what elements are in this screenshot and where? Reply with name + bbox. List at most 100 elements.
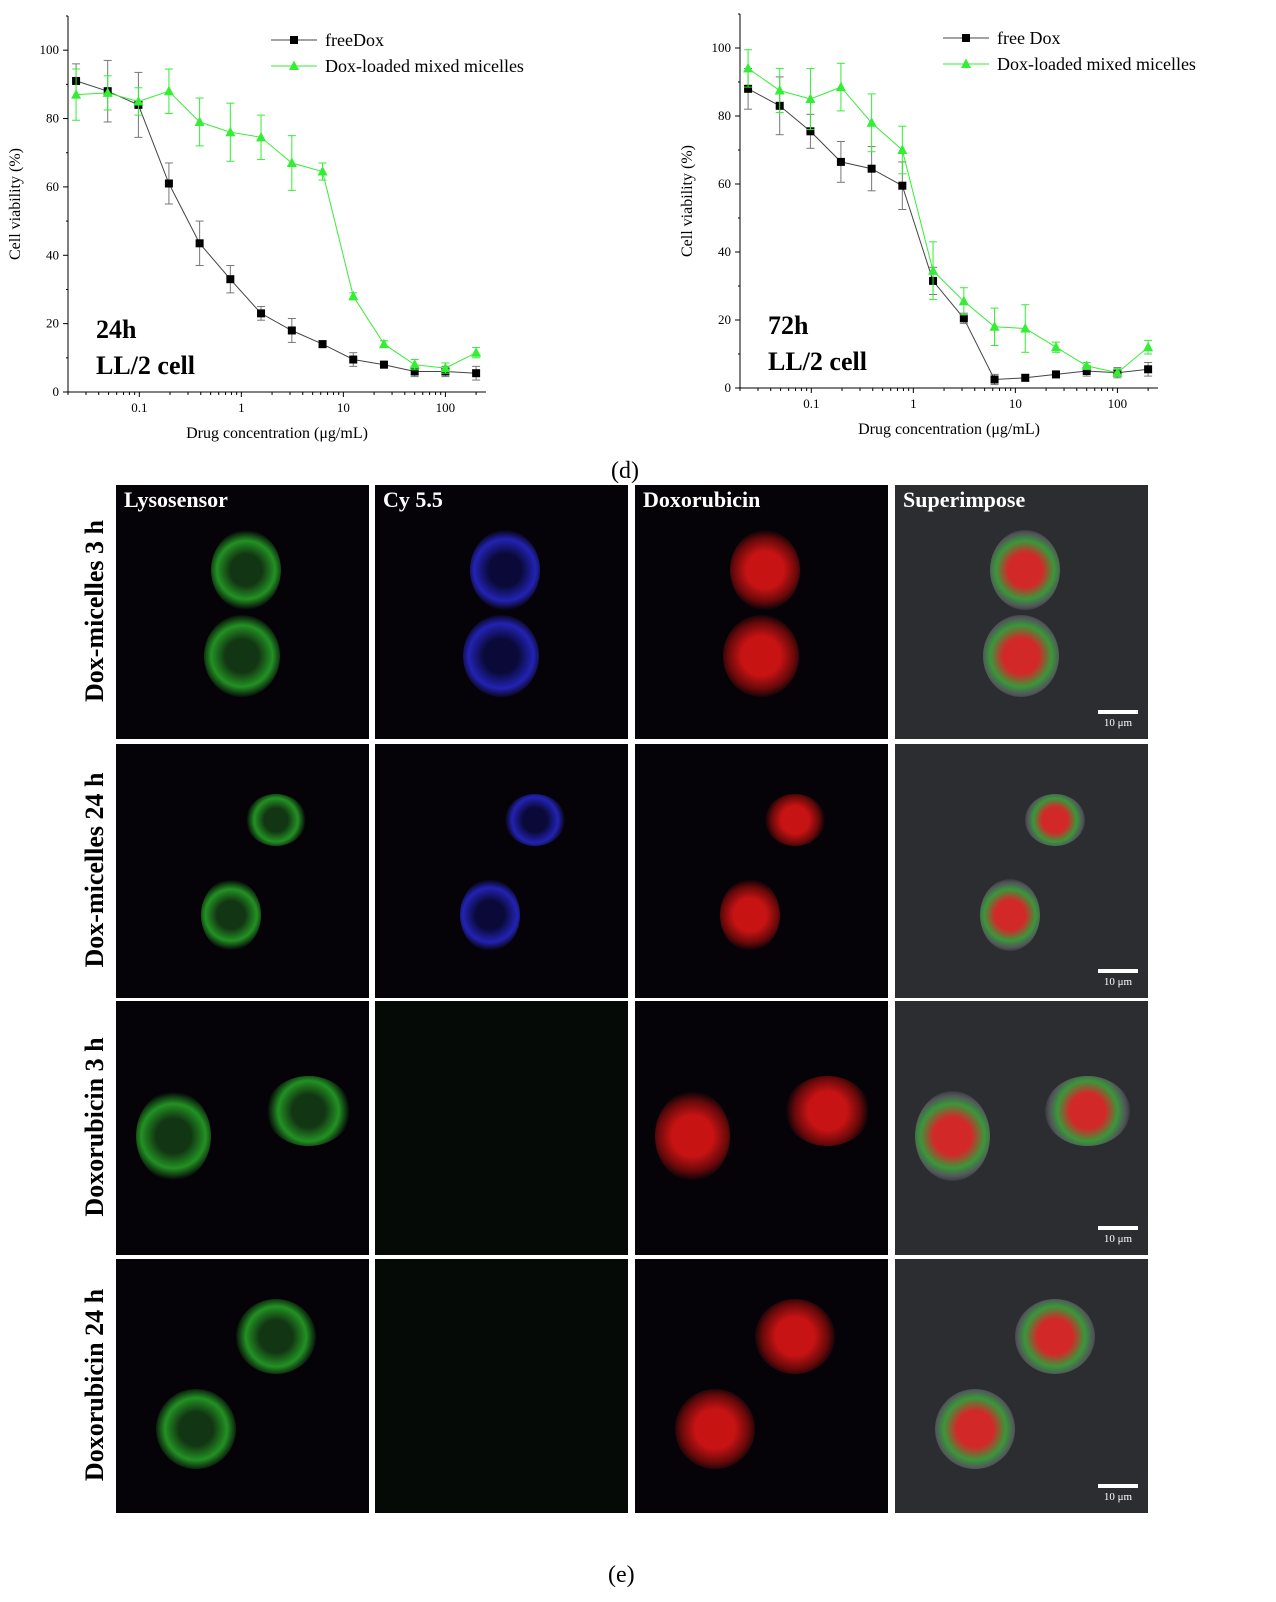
- data-point: [286, 157, 297, 167]
- legend-label: freeDox: [325, 30, 384, 50]
- micrograph-tile: [375, 1001, 628, 1255]
- legend-marker: [290, 36, 298, 44]
- y-axis-title: Cell viability (%): [679, 145, 696, 257]
- scale-bar-label: 10 μm: [1103, 1491, 1133, 1503]
- series-line: [76, 90, 477, 369]
- cell-image: [460, 879, 520, 951]
- x-tick-label: 100: [436, 400, 456, 415]
- data-point: [471, 347, 482, 357]
- panel-caption-e: (e): [608, 1562, 635, 1588]
- y-tick-label: 80: [718, 108, 731, 123]
- micrograph-tile: 10 μm: [895, 1001, 1148, 1255]
- chart-2: 0 20 40 60 80 100 0.1 1 10 100 Drug concentration …: [679, 13, 1196, 438]
- cell-image: [201, 879, 261, 951]
- cell-image: [785, 1076, 870, 1146]
- data-point: [379, 360, 388, 369]
- x-tick-label: 100: [1108, 396, 1128, 411]
- x-tick-label: 10: [337, 400, 350, 415]
- data-point: [805, 93, 816, 103]
- data-point: [1082, 367, 1091, 375]
- x-axis-title: Drug concentration (μg/mL): [858, 421, 1040, 438]
- data-point: [1050, 341, 1061, 352]
- data-point: [774, 85, 785, 95]
- y-tick-label: 20: [46, 316, 59, 331]
- chart-1: 0 20 40 60 80 100 0.1 1 10 100 Drug concentration …: [7, 15, 524, 442]
- cell-image: [463, 615, 539, 697]
- y-tick-label: 40: [718, 244, 731, 259]
- micrograph-tile: [635, 744, 888, 998]
- data-point: [194, 116, 205, 126]
- micrograph-tile: [375, 744, 628, 998]
- y-tick-label: 0: [725, 380, 732, 395]
- legend-label: free Dox: [997, 28, 1060, 48]
- cell-image: [755, 1299, 835, 1374]
- data-point: [225, 126, 236, 137]
- y-tick-label: 100: [40, 42, 60, 57]
- data-point: [989, 321, 1000, 331]
- micrograph-tile: Lysosensor: [116, 485, 369, 739]
- legend-label: Dox-loaded mixed micelles: [997, 54, 1196, 74]
- y-tick-label: 40: [46, 247, 59, 262]
- micrograph-tile: [635, 1001, 888, 1255]
- scale-bar-label: 10 μm: [1103, 717, 1133, 729]
- cell-image: [266, 1076, 351, 1146]
- chart-annotation: LL/2 cell: [768, 347, 867, 376]
- row-label: Doxorubicin 3 h: [80, 1037, 109, 1217]
- data-point: [256, 131, 267, 142]
- data-point: [409, 359, 420, 369]
- cell-image: [935, 1389, 1015, 1469]
- data-point: [133, 95, 144, 106]
- data-point: [410, 367, 419, 376]
- data-point: [806, 127, 815, 136]
- scale-bar: 10 μm: [1098, 1484, 1138, 1503]
- cell-image: [1025, 794, 1085, 846]
- cell-image: [720, 879, 780, 951]
- scale-bar: 10 μm: [1098, 1226, 1138, 1245]
- scale-bar: 10 μm: [1098, 710, 1138, 729]
- x-tick-label: 0.1: [803, 396, 819, 411]
- micrograph-tile: [375, 1259, 628, 1513]
- series-line: [747, 88, 1149, 381]
- data-point: [866, 117, 877, 127]
- cell-image: [675, 1389, 755, 1469]
- cell-image: [990, 530, 1060, 610]
- y-axis-title: Cell viability (%): [7, 148, 24, 260]
- data-point: [990, 375, 999, 384]
- scale-bar-label: 10 μm: [1103, 976, 1133, 988]
- scale-bar-line: [1098, 969, 1138, 973]
- column-title: Lysosensor: [124, 487, 228, 512]
- cell-image: [980, 879, 1040, 951]
- data-point: [163, 85, 174, 96]
- data-point: [928, 265, 939, 275]
- micrograph-tile: Superimpose 10 μm: [895, 485, 1148, 739]
- micrograph-tile: [116, 1259, 369, 1513]
- data-point: [1021, 373, 1030, 382]
- cell-image: [156, 1389, 236, 1469]
- series-line: [747, 67, 1149, 374]
- data-point: [1144, 365, 1153, 374]
- cell-image: [723, 615, 799, 697]
- data-point: [164, 179, 173, 188]
- legend-marker: [289, 60, 299, 70]
- y-tick-label: 60: [718, 176, 731, 191]
- row-label: Dox-micelles 24 h: [80, 772, 109, 968]
- micrograph-tile: 10 μm: [895, 1259, 1148, 1513]
- x-tick-label: 1: [238, 400, 245, 415]
- cell-image: [211, 530, 281, 610]
- data-point: [1020, 323, 1031, 333]
- scale-bar: 10 μm: [1098, 969, 1138, 988]
- cell-image: [236, 1299, 316, 1374]
- data-point: [836, 157, 845, 166]
- data-point: [897, 144, 908, 154]
- data-point: [1112, 367, 1123, 377]
- scale-bar-label: 10 μm: [1103, 1233, 1133, 1245]
- cell-image: [470, 530, 540, 610]
- data-point: [318, 340, 327, 349]
- data-point: [226, 275, 235, 284]
- x-axis-title: Drug concentration (μg/mL): [186, 425, 368, 442]
- panel-caption-d: (d): [611, 458, 639, 484]
- y-tick-label: 20: [718, 312, 731, 327]
- data-point: [867, 164, 876, 173]
- data-point: [71, 89, 82, 99]
